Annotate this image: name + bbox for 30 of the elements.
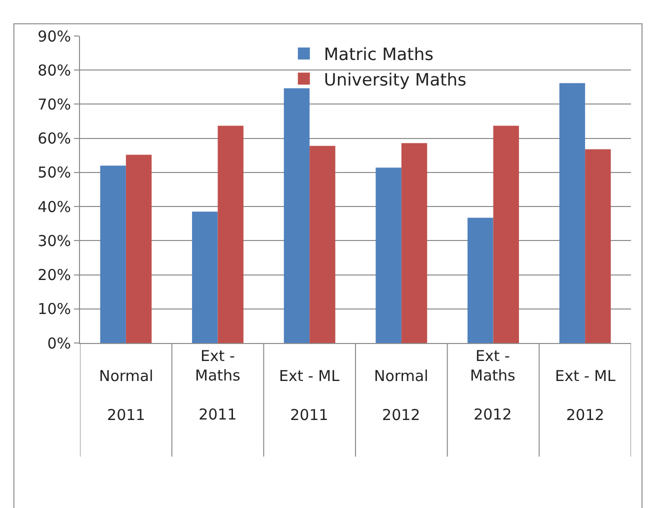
category-label: Ext - Maths 2011 <box>195 347 240 424</box>
bar <box>126 154 152 343</box>
y-tick-label: 70% <box>38 95 71 114</box>
y-tick-label: 20% <box>38 266 71 284</box>
bar <box>218 126 244 343</box>
bar <box>559 83 586 343</box>
bar <box>192 212 218 343</box>
bar <box>493 126 519 343</box>
y-tick-label: 80% <box>38 61 71 80</box>
bar <box>310 146 336 343</box>
bar <box>284 88 310 343</box>
y-tick-label: 30% <box>38 232 71 250</box>
y-tick-label: 50% <box>38 164 71 182</box>
category-label: Normal 2012 <box>374 367 428 424</box>
legend-label: Matric Maths <box>324 45 434 66</box>
y-tick-label: 60% <box>38 130 71 148</box>
bar <box>585 149 611 343</box>
y-tick-label: 10% <box>38 300 71 318</box>
bar <box>100 166 126 343</box>
category-label: Ext - ML 2011 <box>279 367 340 424</box>
y-tick-label: 40% <box>38 198 71 216</box>
category-label: Ext - ML 2012 <box>555 367 616 424</box>
bar <box>376 168 402 343</box>
category-label: Normal 2011 <box>99 367 154 424</box>
legend-label: University Maths <box>324 70 467 90</box>
bar <box>401 143 428 343</box>
bar <box>468 218 494 343</box>
category-label: Ext - Maths 2012 <box>470 347 516 424</box>
y-tick-label: 0% <box>47 334 71 352</box>
y-tick-label: 90% <box>38 27 71 46</box>
